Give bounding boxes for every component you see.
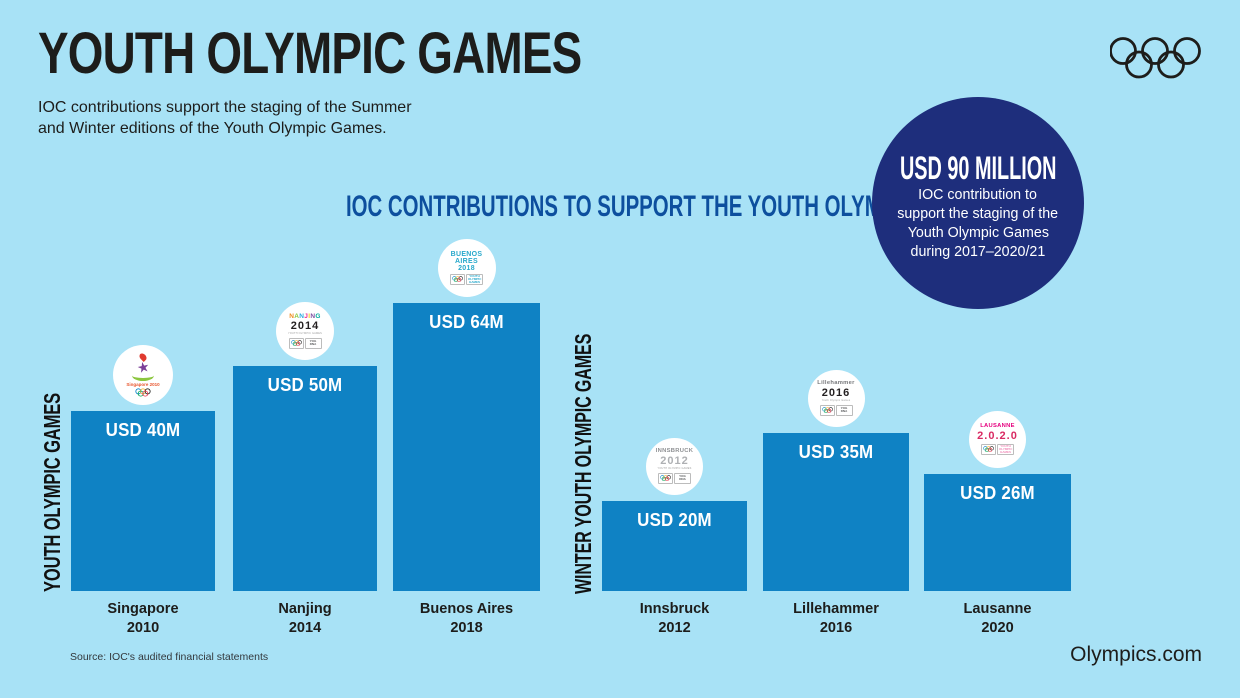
logo-name: Lillehammer bbox=[817, 380, 855, 387]
bar-value-label: USD 50M bbox=[267, 375, 343, 395]
mini-olympic-rings-icon bbox=[452, 276, 463, 283]
group-label-winter: WINTER YOUTH OLYMPIC GAMES bbox=[570, 333, 596, 594]
source-note: Source: IOC's audited financial statemen… bbox=[70, 651, 269, 663]
logo-rings-box bbox=[981, 443, 996, 455]
bar-value-label: USD 20M bbox=[637, 510, 712, 530]
bar-buenos-aires-2018 bbox=[393, 303, 540, 591]
logo-name: LAUSANNE bbox=[980, 423, 1015, 430]
logo-badge: YOG DNA bbox=[658, 472, 691, 484]
mini-olympic-rings-icon bbox=[660, 475, 671, 481]
logo-subtext: YOUTH OLYMPIC GAMES bbox=[287, 332, 323, 335]
logo-name: NANJING bbox=[289, 312, 321, 320]
logo-subtext: YOUTH OLYMPIC GAMES bbox=[657, 467, 692, 471]
highlight-line1: IOC contribution to bbox=[918, 186, 1038, 203]
logo-badge-text-box: YOUTH OLYMPIC GAMES bbox=[466, 273, 483, 285]
page-subtitle: IOC contributions support the staging of… bbox=[38, 97, 412, 139]
logo-badge-text-box: YOG DNA bbox=[674, 472, 691, 484]
highlight-line2: support the staging of the bbox=[897, 205, 1059, 222]
green-arc-icon bbox=[132, 370, 154, 382]
bar-category-label: Lausanne 2020 bbox=[963, 600, 1032, 636]
logo-name: INNSBRUCK bbox=[655, 448, 694, 455]
event-logo-singapore-2010: ★ Singapore 2010 bbox=[113, 345, 173, 405]
mini-olympic-rings-icon bbox=[983, 446, 994, 453]
highlight-circle: USD 90 MILLION IOC contribution to suppo… bbox=[872, 97, 1084, 309]
olympics-com-brand: Olympics.com bbox=[1070, 643, 1202, 666]
bar-innsbruck-2012 bbox=[602, 501, 747, 591]
logo-badge-text-box: YOG DNA bbox=[304, 337, 322, 349]
logo-badge: YOUTH OLYMPIC GAMES bbox=[450, 274, 483, 285]
logo-badge: YOG DNA bbox=[819, 404, 853, 416]
bar-lausanne-2020 bbox=[924, 474, 1071, 591]
logo-caption: Singapore 2010 bbox=[126, 382, 160, 388]
highlight-line4: during 2017–2020/21 bbox=[910, 243, 1046, 260]
bar-value-label: USD 35M bbox=[798, 442, 874, 462]
logo-rings-box bbox=[288, 337, 304, 349]
bar-singapore-2010 bbox=[71, 411, 215, 591]
bar-value-label: USD 26M bbox=[960, 483, 1035, 503]
event-logo-lausanne-2020: LAUSANNE 2.0.2.0 YOUTH OLYMPIC GAMES bbox=[969, 411, 1026, 468]
bar-category-label: Nanjing 2014 bbox=[278, 600, 332, 636]
mini-olympic-rings-icon bbox=[135, 388, 151, 397]
logo-year: 2.0.2.0 bbox=[977, 429, 1018, 442]
logo-year: 2014 bbox=[290, 320, 320, 332]
logo-rings-box bbox=[658, 472, 673, 484]
bar-value-label: USD 40M bbox=[105, 420, 181, 440]
logo-rings-box bbox=[819, 404, 835, 416]
bar-lillehammer-2016 bbox=[763, 433, 909, 591]
logo-badge: YOG DNA bbox=[288, 337, 322, 349]
mini-olympic-rings-icon bbox=[821, 407, 833, 413]
logo-badge-text-box: YOG DNA bbox=[835, 404, 853, 416]
bar-category-label: Buenos Aires 2018 bbox=[419, 600, 514, 636]
bar-value-label: USD 64M bbox=[429, 312, 504, 332]
page-subtitle-line1: IOC contributions support the staging of… bbox=[38, 99, 412, 116]
logo-subtext: Youth Olympic Games bbox=[821, 399, 851, 403]
bar-category-label: Singapore 2010 bbox=[107, 600, 179, 636]
logo-year: 2012 bbox=[660, 455, 689, 468]
star-figure-icon: ★ bbox=[135, 357, 151, 377]
chart-title: IOC CONTRIBUTIONS TO SUPPORT THE YOUTH O… bbox=[346, 190, 997, 223]
mini-olympic-rings-icon bbox=[290, 340, 302, 346]
highlight-headline: USD 90 MILLION bbox=[899, 150, 1057, 186]
event-logo-lillehammer-2016: Lillehammer 2016 Youth Olympic Games YOG DN… bbox=[807, 370, 865, 427]
logo-year: 2016 bbox=[821, 387, 851, 400]
bar-category-label: Lillehammer 2016 bbox=[793, 600, 879, 636]
group-label-summer: YOUTH OLYMPIC GAMES bbox=[39, 392, 65, 592]
event-logo-buenos-aires-2018: BUENOS AIRES 2018 YOUTH OLYMPIC GAMES bbox=[437, 239, 496, 297]
page-subtitle-line2: and Winter editions of the Youth Olympic… bbox=[38, 120, 387, 137]
logo-rings-box bbox=[450, 274, 465, 285]
bar-nanjing-2014 bbox=[233, 366, 377, 591]
olympic-rings-icon bbox=[1110, 37, 1201, 79]
event-logo-nanjing-2014: NANJING 2014 YOUTH OLYMPIC GAMES YOG DNA bbox=[276, 302, 334, 360]
highlight-line3: Youth Olympic Games bbox=[907, 224, 1049, 241]
logo-name: AIRES bbox=[455, 258, 478, 265]
logo-name: BUENOS bbox=[450, 251, 483, 258]
bar-category-label: Innsbruck 2012 bbox=[639, 600, 710, 636]
logo-name: 2018 bbox=[458, 265, 475, 272]
logo-badge-text-box: YOUTH OLYMPIC GAMES bbox=[997, 443, 1014, 455]
logo-badge: YOUTH OLYMPIC GAMES bbox=[981, 443, 1014, 455]
page-title: YOUTH OLYMPIC GAMES bbox=[38, 21, 582, 86]
event-logo-innsbruck-2012: INNSBRUCK 2012 YOUTH OLYMPIC GAMES YOG DNA bbox=[646, 438, 703, 495]
